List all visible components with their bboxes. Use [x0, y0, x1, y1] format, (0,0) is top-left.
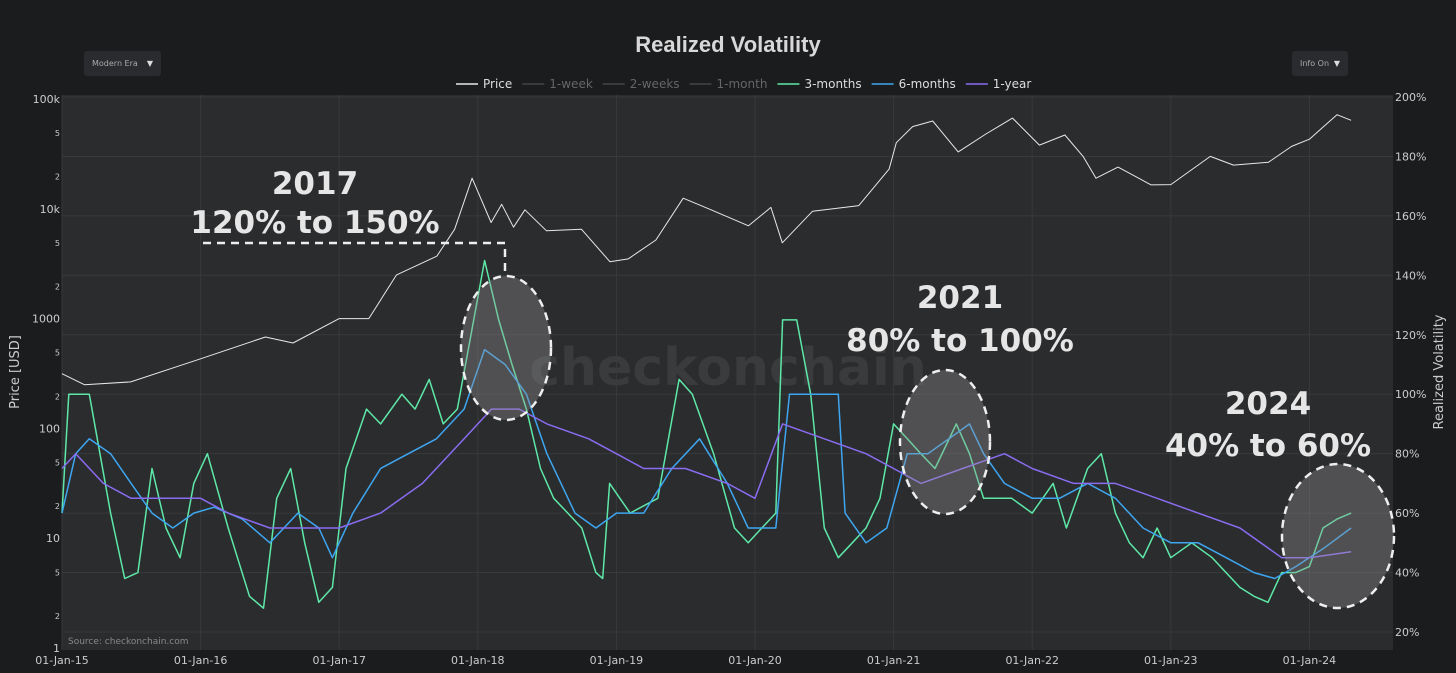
y-left-tick-label: 100k	[33, 93, 61, 106]
y-left-tick-label: 2	[55, 173, 60, 182]
series-line-6-months	[61, 348, 1352, 580]
y-left-tick-label: 1000	[32, 313, 60, 326]
era-select-value: Modern Era	[92, 59, 138, 68]
y-right-tick-label: 40%	[1395, 567, 1419, 580]
highlight-ellipse-2021	[898, 368, 992, 516]
y-left-tick-label: 10	[46, 532, 60, 545]
legend-item-3-months[interactable]: 3-months	[777, 77, 862, 91]
legend-item-6-months[interactable]: 6-months	[871, 77, 956, 91]
legend-label: Price	[483, 77, 512, 91]
y-right-tick-label: 140%	[1395, 269, 1426, 282]
legend-item-2-weeks[interactable]: 2-weeks	[602, 77, 680, 91]
y-left-label: Price [USD]	[8, 335, 23, 409]
highlight-ellipse-2024	[1280, 462, 1396, 610]
info-select[interactable]: Info On ▼	[1292, 51, 1348, 76]
annotation-shapes	[203, 241, 1396, 610]
x-tick-label: 01-Jan-20	[728, 654, 782, 667]
chevron-down-icon: ▼	[146, 59, 153, 68]
legend-label: 1-month	[717, 77, 768, 91]
y-right-tick-label: 120%	[1395, 329, 1426, 342]
y-right-tick-label: 160%	[1395, 210, 1426, 223]
y-right-tick-label: 180%	[1395, 150, 1426, 163]
annotation-2017-year: 2017	[272, 166, 358, 202]
y-right-label: Realized Volatility	[1432, 314, 1447, 429]
y-left-tick-label: 5	[55, 568, 60, 577]
y-right-tick-label: 200%	[1395, 91, 1426, 104]
legend-item-1-week[interactable]: 1-week	[522, 77, 593, 91]
legend-label: 1-year	[993, 77, 1032, 91]
highlight-ellipse-2017	[459, 274, 553, 422]
y-left-tick-label: 1	[53, 642, 60, 655]
connector-2017	[203, 241, 507, 275]
y-left-tick-label: 100	[39, 422, 60, 435]
annotation-2021-year: 2021	[917, 280, 1003, 316]
x-tick-label: 01-Jan-22	[1005, 654, 1059, 667]
y-right-tick-label: 60%	[1395, 507, 1419, 520]
annotation-2017-range: 120% to 150%	[190, 205, 439, 241]
legend-label: 1-week	[549, 77, 593, 91]
x-tick-label: 01-Jan-15	[35, 654, 89, 667]
legend-item-1-month[interactable]: 1-month	[689, 77, 768, 91]
chevron-down-icon: ▼	[1333, 59, 1340, 68]
legend-label: 2-weeks	[630, 77, 680, 91]
y-left-tick-label: 2	[55, 612, 60, 621]
annotation-2024-range: 40% to 60%	[1165, 428, 1371, 464]
legend-item-price[interactable]: Price	[456, 77, 512, 91]
y-right-tick-label: 20%	[1395, 626, 1419, 639]
series-line-price	[61, 114, 1352, 386]
y-left-tick-label: 5	[55, 129, 60, 138]
source-note: Source: checkonchain.com	[68, 637, 189, 647]
legend-label: 3-months	[804, 77, 861, 91]
y-right-tick-label: 100%	[1395, 388, 1426, 401]
y-left-tick-label: 10k	[40, 203, 61, 216]
y-left-tick-label: 5	[55, 458, 60, 467]
y-left-tick-label: 5	[55, 239, 60, 248]
series-line-3-months	[61, 259, 1352, 609]
y-left-tick-label: 2	[55, 283, 60, 292]
chart-title: Realized Volatility	[635, 32, 821, 57]
y-left-tick-label: 2	[55, 502, 60, 511]
annotation-2021-range: 80% to 100%	[846, 323, 1074, 359]
x-tick-label: 01-Jan-21	[867, 654, 921, 667]
y-left-tick-label: 2	[55, 392, 60, 401]
x-tick-label: 01-Jan-19	[590, 654, 644, 667]
watermark: checkonchain	[529, 338, 927, 398]
y-right-tick-label: 80%	[1395, 448, 1419, 461]
info-select-value: Info On	[1300, 59, 1330, 68]
y-left-tick-label: 5	[55, 349, 60, 358]
x-tick-label: 01-Jan-17	[312, 654, 366, 667]
era-select[interactable]: Modern Era ▼	[84, 51, 161, 76]
x-tick-label: 01-Jan-23	[1144, 654, 1198, 667]
series-line-1-year	[61, 408, 1352, 559]
legend-label: 6-months	[899, 77, 956, 91]
annotation-2024-year: 2024	[1225, 386, 1311, 422]
x-tick-label: 01-Jan-18	[451, 654, 505, 667]
x-tick-label: 01-Jan-24	[1283, 654, 1337, 667]
x-tick-label: 01-Jan-16	[174, 654, 228, 667]
legend-item-1-year[interactable]: 1-year	[965, 77, 1032, 91]
